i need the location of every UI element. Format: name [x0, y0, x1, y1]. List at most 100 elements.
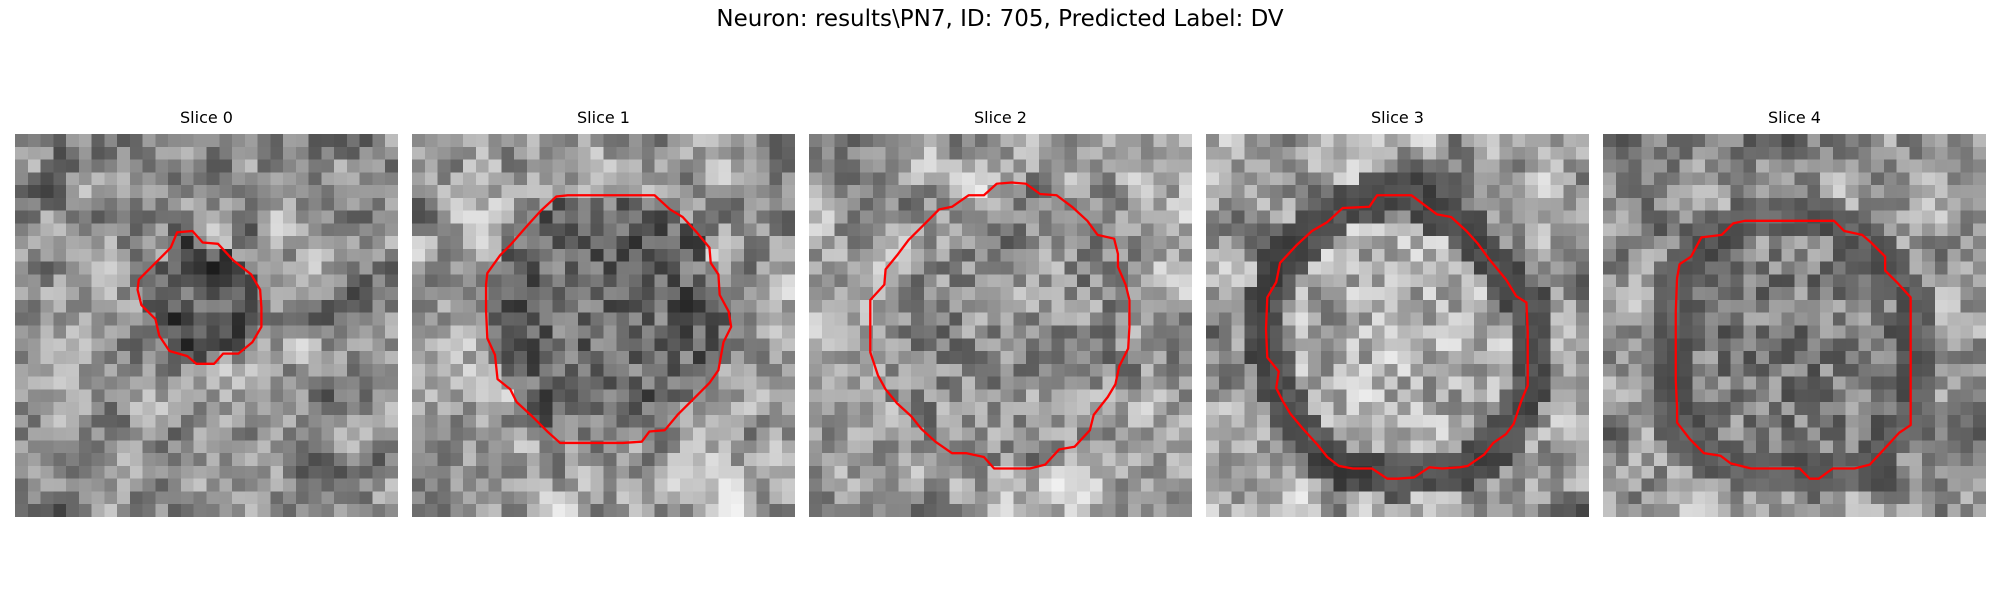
pixel [321, 134, 335, 148]
pixel [232, 287, 246, 301]
pixel [756, 287, 770, 301]
pixel [1883, 172, 1897, 186]
pixel [66, 236, 80, 250]
pixel [359, 172, 373, 186]
pixel [731, 338, 745, 352]
pixel [1166, 376, 1180, 390]
pixel [526, 287, 540, 301]
pixel [743, 287, 757, 301]
pixel [1820, 351, 1834, 365]
pixel [155, 172, 169, 186]
pixel [424, 299, 438, 313]
pixel [885, 440, 899, 454]
pixel [1359, 248, 1373, 262]
pixel [949, 261, 963, 275]
pixel [1026, 389, 1040, 403]
pixel [501, 465, 515, 479]
pixel [1730, 274, 1744, 288]
pixel [1947, 274, 1961, 288]
pixel [1896, 478, 1910, 492]
pixel [1654, 236, 1668, 250]
pixel [66, 351, 80, 365]
pixel [334, 504, 348, 517]
pixel [372, 338, 386, 352]
pixel [1346, 223, 1360, 237]
pixel [629, 159, 643, 173]
pixel [743, 159, 757, 173]
pixel [1537, 261, 1551, 275]
pixel [885, 299, 899, 313]
pixel [346, 299, 360, 313]
pixel [962, 223, 976, 237]
pixel [1359, 363, 1373, 377]
pixel [1269, 299, 1283, 313]
pixel [731, 351, 745, 365]
pixel [834, 363, 848, 377]
pixel [974, 402, 988, 416]
pixel [821, 389, 835, 403]
pixel [885, 491, 899, 505]
pixel [809, 325, 823, 339]
pixel [743, 274, 757, 288]
pixel [936, 427, 950, 441]
pixel [1206, 274, 1220, 288]
pixel [1000, 402, 1014, 416]
pixel [1499, 248, 1513, 262]
pixel [1000, 376, 1014, 390]
pixel [78, 261, 92, 275]
pixel [1384, 478, 1398, 492]
pixel [654, 363, 668, 377]
pixel [1679, 172, 1693, 186]
pixel [731, 376, 745, 390]
pixel [104, 351, 118, 365]
pixel [1563, 504, 1577, 517]
pixel [1717, 134, 1731, 148]
pixel [244, 223, 258, 237]
pixel [346, 440, 360, 454]
pixel [1474, 261, 1488, 275]
pixel [603, 312, 617, 326]
pixel [834, 504, 848, 517]
pixel [1179, 325, 1192, 339]
pixel [821, 274, 835, 288]
pixel [1371, 274, 1385, 288]
pixel [1832, 491, 1846, 505]
pixel [1871, 491, 1885, 505]
pixel [1474, 325, 1488, 339]
pixel [1692, 414, 1706, 428]
pixel [616, 465, 630, 479]
pixel [1781, 287, 1795, 301]
pixel [424, 134, 438, 148]
pixel [1089, 312, 1103, 326]
pixel [1576, 363, 1589, 377]
pixel [1269, 134, 1283, 148]
pixel [1615, 504, 1629, 517]
pixel [1550, 210, 1564, 224]
pixel [1410, 478, 1424, 492]
pixel [232, 427, 246, 441]
pixel [911, 440, 925, 454]
pixel [962, 491, 976, 505]
pixel [1960, 478, 1974, 492]
pixel [1576, 389, 1589, 403]
pixel [1679, 478, 1693, 492]
pixel [1563, 440, 1577, 454]
pixel [1692, 325, 1706, 339]
pixel [1461, 376, 1475, 390]
pixel [1820, 248, 1834, 262]
pixel [168, 363, 182, 377]
pixel [1179, 478, 1192, 492]
pixel [949, 363, 963, 377]
pixel [1845, 185, 1859, 199]
pixel [565, 363, 579, 377]
pixel [911, 134, 925, 148]
pixel [372, 440, 386, 454]
pixel [1000, 389, 1014, 403]
pixel [1257, 465, 1271, 479]
pixel [705, 338, 719, 352]
pixel [91, 146, 105, 160]
pixel [743, 223, 757, 237]
pixel [1051, 223, 1065, 237]
pixel [1140, 427, 1154, 441]
pixel [962, 274, 976, 288]
